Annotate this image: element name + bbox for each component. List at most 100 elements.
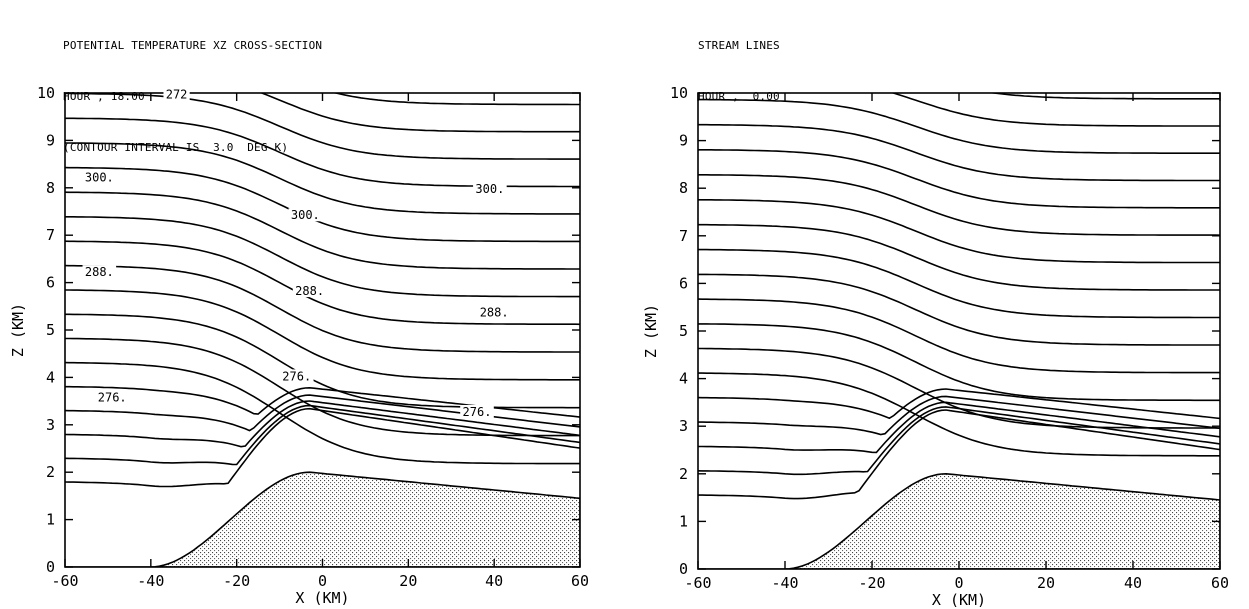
contour-label: 272 (166, 87, 188, 101)
isentrope-line (65, 142, 580, 215)
y-tick-label: 6 (679, 274, 688, 292)
y-tick-label: 5 (679, 322, 688, 340)
x-axis-title: X (KM) (295, 589, 349, 607)
x-tick-label: 60 (1211, 574, 1229, 592)
y-tick-label: 0 (46, 558, 55, 576)
streamline (698, 401, 1220, 454)
isentrope-line (65, 93, 580, 160)
contour-label-bg (163, 87, 190, 101)
streamline (698, 174, 1220, 236)
contour-label: 300. (475, 182, 504, 196)
contour-label: 300. (291, 208, 320, 222)
streamline (698, 395, 1220, 436)
y-tick-label: 10 (670, 84, 688, 102)
x-tick-label: -40 (137, 572, 164, 590)
streamline (698, 273, 1220, 346)
y-tick-label: 4 (46, 368, 55, 386)
contour-label-bg (82, 265, 117, 279)
y-tick-label: 8 (679, 179, 688, 197)
isentrope-line (65, 400, 580, 448)
isentrope-line (65, 264, 580, 353)
x-tick-label: 40 (485, 572, 503, 590)
plot-right: -60 -40 -20 0 20 40 60 0 1 2 3 4 5 6 7 8 9 10 X (KM) Z (KM) (642, 84, 1229, 609)
streamline (698, 347, 1220, 429)
y-tick-label: 4 (679, 370, 688, 388)
streamline (698, 406, 1220, 476)
panel-right-title: STREAM LINES (698, 39, 780, 52)
x-tick-label: -60 (51, 572, 78, 590)
y-tick-label: 7 (46, 226, 55, 244)
isentrope-line (65, 166, 580, 243)
isentrope-line (65, 191, 580, 270)
isentrope-line (65, 216, 580, 298)
isentrope-line (65, 289, 580, 381)
streamline (698, 388, 1220, 420)
isentrope-line (65, 117, 580, 188)
isentrope-line (65, 394, 580, 432)
y-tick-label: 5 (46, 321, 55, 339)
isentrope-line (259, 93, 580, 133)
y-tick-label: 8 (46, 179, 55, 197)
contour-label-bg (473, 182, 507, 196)
x-tick-label: 0 (318, 572, 327, 590)
y-tick-label: 9 (679, 132, 688, 150)
panel-left-title: POTENTIAL TEMPERATURE XZ CROSS-SECTION (63, 39, 323, 52)
contour-label: 288. (480, 305, 509, 319)
y-tick-label: 6 (46, 274, 55, 292)
isentrope-line (65, 240, 580, 326)
streamline (698, 409, 1220, 500)
isentrope-line (65, 361, 580, 465)
streamline (698, 248, 1220, 319)
x-tick-label: 40 (1124, 574, 1142, 592)
y-tick-label: 0 (679, 560, 688, 578)
contour-label: 276. (463, 405, 492, 419)
contour-label: 276. (98, 391, 127, 405)
y-tick-label: 2 (46, 463, 55, 481)
streamline (698, 149, 1220, 209)
contour-label-bg (288, 208, 323, 222)
y-tick-label: 2 (679, 465, 688, 483)
streamline (698, 372, 1220, 457)
streamline (698, 298, 1220, 374)
y-tick-label: 9 (46, 131, 55, 149)
x-tick-label: 20 (1037, 574, 1055, 592)
streamline (698, 98, 1220, 154)
contour-label-bg (95, 390, 130, 404)
x-tick-label: -40 (771, 574, 798, 592)
streamline (988, 93, 1220, 100)
contour-label: 288. (85, 265, 114, 279)
contour-label-bg (460, 404, 494, 418)
y-axis-title: Z (KM) (642, 304, 660, 358)
streamline (698, 123, 1220, 182)
contour-label-bg (477, 305, 511, 319)
x-tick-label: -20 (223, 572, 250, 590)
x-tick-label: -20 (858, 574, 885, 592)
contour-label-bg (292, 284, 327, 298)
isentrope-line (332, 93, 580, 106)
terrain (65, 471, 580, 567)
contour-label: 300. (85, 170, 114, 184)
streamline (890, 93, 1220, 127)
terrain (698, 472, 1220, 569)
contour-label: 288. (295, 284, 324, 298)
x-tick-label: -60 (684, 574, 711, 592)
x-tick-label: 0 (954, 574, 963, 592)
isentrope-line (65, 337, 580, 437)
y-tick-label: 7 (679, 227, 688, 245)
streamline (698, 223, 1220, 291)
contour-label-bg (82, 170, 117, 184)
contour-label: 276. (282, 369, 311, 383)
y-tick-label: 10 (37, 84, 55, 102)
plot-left: -60 -40 -20 0 20 40 60 0 1 2 3 4 5 6 7 8 9 10 X (KM) Z (KM)… (9, 84, 589, 607)
y-axis-title: Z (KM) (9, 303, 27, 357)
streamline (698, 199, 1220, 264)
x-tick-label: 60 (571, 572, 589, 590)
y-tick-label: 1 (679, 512, 688, 530)
y-tick-label: 3 (46, 416, 55, 434)
y-tick-label: 3 (679, 417, 688, 435)
x-axis-title: X (KM) (932, 591, 986, 609)
isentrope-line (65, 404, 580, 466)
streamline (698, 323, 1220, 402)
y-tick-label: 1 (46, 511, 55, 529)
